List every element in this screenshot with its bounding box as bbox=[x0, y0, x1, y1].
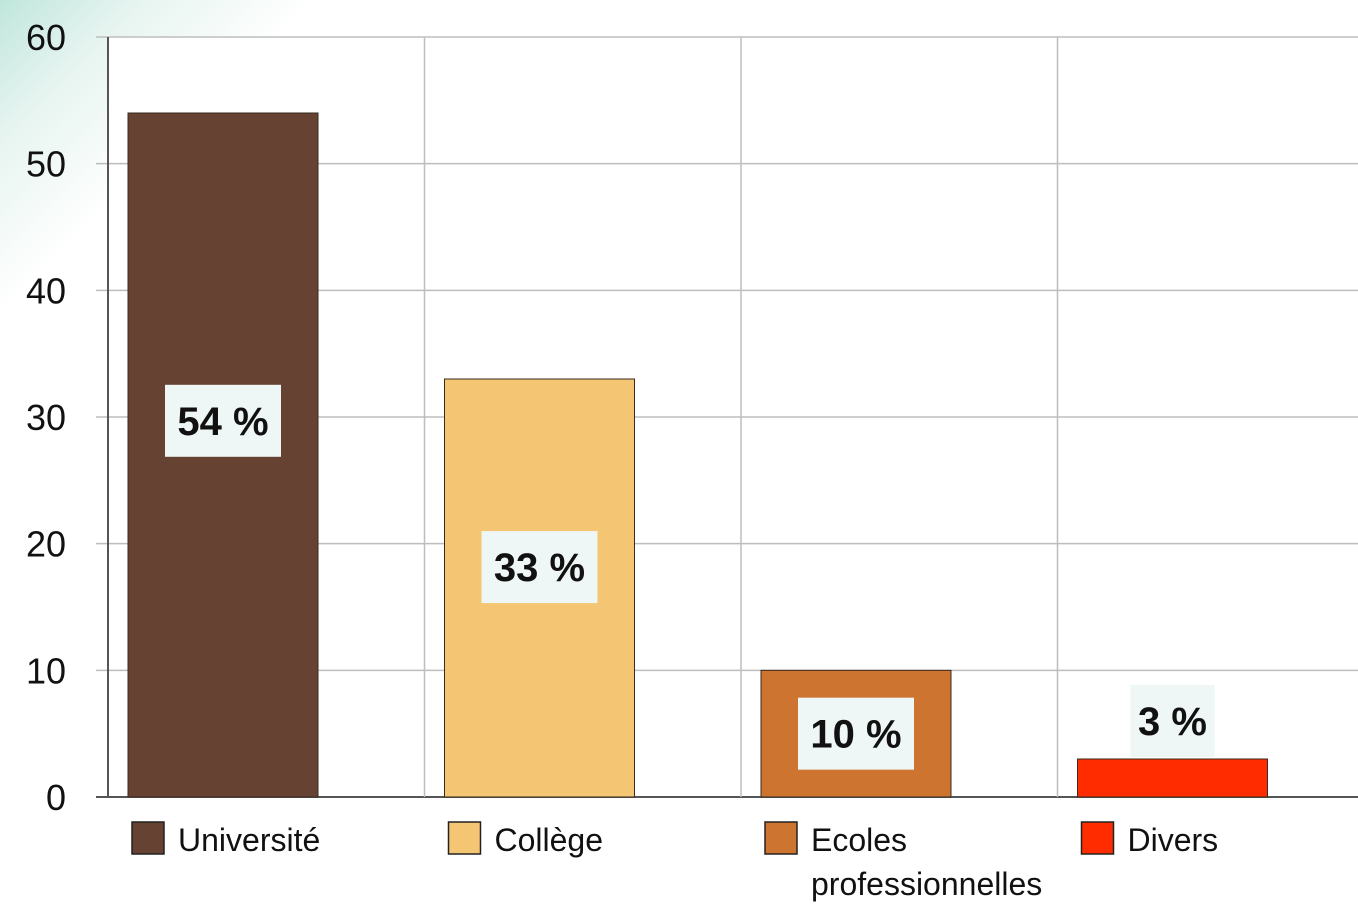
data-label-box bbox=[1130, 685, 1215, 757]
legend-swatch bbox=[764, 821, 798, 855]
legend-swatch bbox=[131, 821, 165, 855]
legend-label-line2: professionnelles bbox=[811, 866, 1042, 902]
data-label: 10 % bbox=[810, 713, 901, 757]
legend-label: Ecoles bbox=[811, 822, 907, 858]
legend-label: Divers bbox=[1128, 822, 1219, 858]
legend-swatch bbox=[1080, 821, 1115, 855]
y-tick-label: 30 bbox=[26, 397, 66, 438]
data-label-box bbox=[165, 384, 281, 457]
data-label: 33 % bbox=[494, 546, 585, 590]
data-label-box bbox=[481, 531, 598, 604]
bar-3 bbox=[1077, 758, 1268, 798]
legend: Université Collège Ecoles professionnelles D… bbox=[131, 821, 1219, 902]
y-tick-label: 50 bbox=[26, 144, 66, 185]
data-label: 3 % bbox=[1138, 700, 1207, 744]
data-labels-layer: 54 % 33 % 10 % 3 % bbox=[165, 384, 1215, 770]
y-tick-label: 40 bbox=[26, 270, 66, 311]
y-tick-label: 20 bbox=[26, 524, 66, 565]
y-axis: 0 10 20 30 40 50 60 bbox=[26, 17, 66, 818]
legend-label: Collège bbox=[495, 822, 604, 858]
data-label-box bbox=[798, 697, 914, 770]
data-label: 54 % bbox=[177, 400, 268, 444]
y-tick-label: 10 bbox=[26, 650, 66, 691]
y-tick-label: 60 bbox=[26, 17, 66, 58]
y-tick-label: 0 bbox=[46, 777, 66, 818]
legend-label: Université bbox=[178, 822, 320, 858]
legend-swatch bbox=[447, 821, 482, 855]
